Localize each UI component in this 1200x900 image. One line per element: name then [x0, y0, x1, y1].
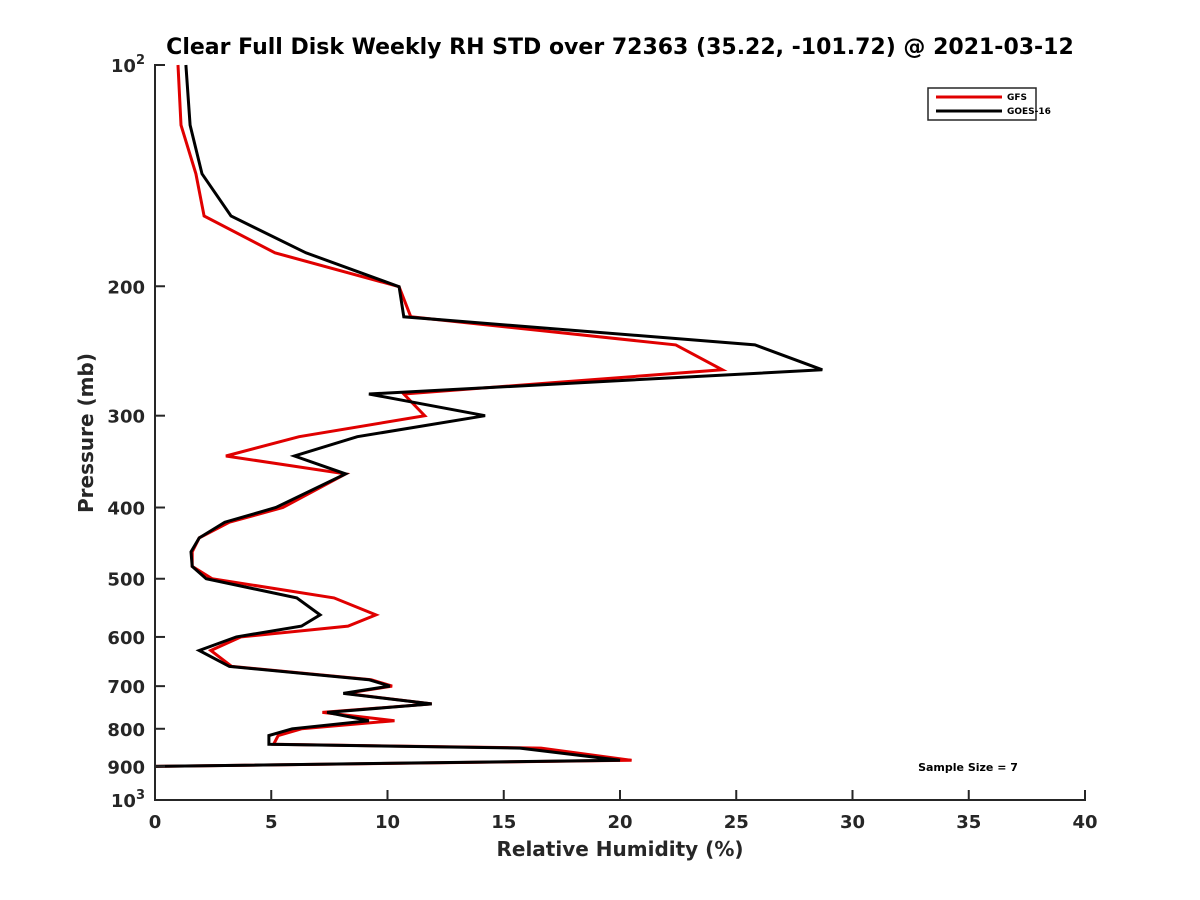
x-tick-label: 10: [375, 812, 400, 833]
y-tick-label: 102: [111, 53, 145, 77]
x-tick-label: 40: [1072, 812, 1097, 833]
y-tick-label: 103: [111, 788, 145, 812]
y-tick-label: 700: [107, 677, 145, 698]
x-tick-label: 20: [607, 812, 632, 833]
sample-size-annotation: Sample Size = 7: [918, 761, 1018, 774]
y-tick-label: 200: [107, 277, 145, 298]
x-tick-label: 35: [956, 812, 981, 833]
x-axis: 0 5 10 15 20 25 30 35 40: [149, 790, 1098, 833]
plot-area: 0 5 10 15 20 25 30 35 40 102 200 300 400 500 600 700 80…: [107, 53, 1097, 833]
axes-frame: [154, 64, 1086, 801]
y-tick-label: 500: [107, 570, 145, 591]
y-tick-label: 800: [107, 720, 145, 741]
y-axis: 102 200 300 400 500 600 700 800 900 103: [107, 53, 165, 812]
x-axis-label: Relative Humidity (%): [496, 837, 743, 861]
series-group: [154, 64, 823, 768]
y-tick-label: 300: [107, 407, 145, 428]
legend-label-gfs: GFS: [1007, 93, 1027, 103]
x-tick-label: 0: [149, 812, 162, 833]
x-tick-label: 5: [265, 812, 278, 833]
series-line-goes16: [154, 64, 823, 768]
series-line-gfs: [154, 64, 728, 768]
legend: GFS GOES-16: [927, 87, 1051, 121]
x-tick-label: 30: [840, 812, 865, 833]
legend-box: [927, 87, 1037, 121]
y-axis-label: Pressure (mb): [74, 353, 98, 513]
x-tick-label: 15: [491, 812, 516, 833]
y-tick-label: 600: [107, 628, 145, 649]
x-tick-label: 25: [724, 812, 749, 833]
chart-title: Clear Full Disk Weekly RH STD over 72363…: [166, 35, 1074, 60]
y-tick-label: 400: [107, 499, 145, 520]
y-tick-label: 900: [107, 757, 145, 778]
legend-label-goes16: GOES-16: [1007, 107, 1051, 117]
